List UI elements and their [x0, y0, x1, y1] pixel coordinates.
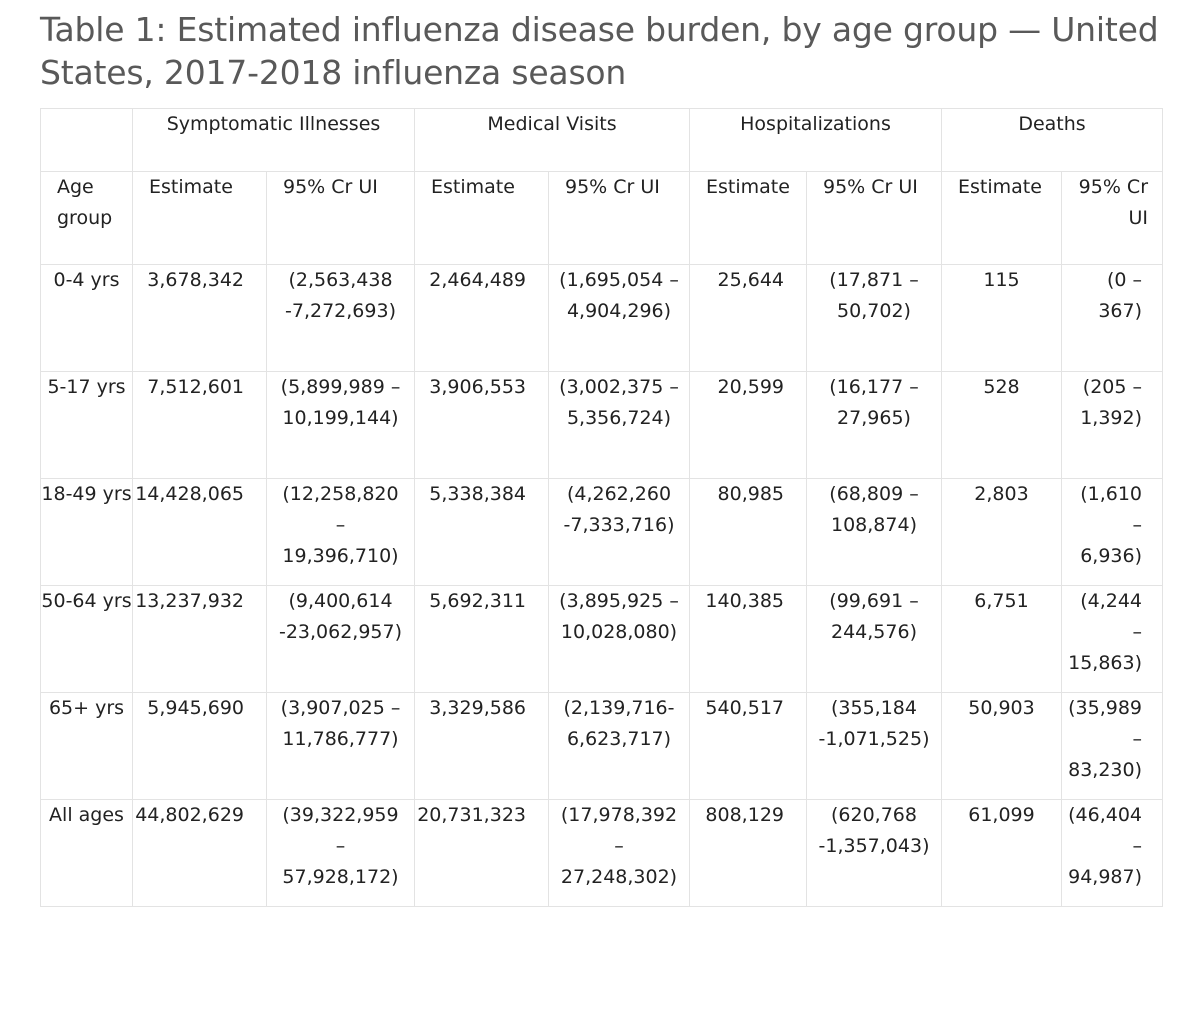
age-group-header: Age group	[40, 171, 133, 265]
hospital-ci-cell: (99,691 – 244,576)	[806, 585, 942, 693]
table-row: 65+ yrs 5,945,690 (3,907,025 – 11,786,77…	[40, 692, 1164, 800]
medical-estimate-cell: 3,906,553	[414, 371, 549, 479]
medical-estimate-cell: 5,692,311	[414, 585, 549, 693]
illness-ci-cell: (39,322,959 – 57,928,172)	[266, 799, 415, 907]
age-cell: 18-49 yrs	[40, 478, 133, 586]
illness-estimate-cell: 44,802,629	[132, 799, 267, 907]
empty-corner-cell	[40, 108, 133, 172]
illness-ci-cell: (5,899,989 – 10,199,144)	[266, 371, 415, 479]
age-cell: 5-17 yrs	[40, 371, 133, 479]
age-cell: All ages	[40, 799, 133, 907]
table-row: 0-4 yrs 3,678,342 (2,563,438 -7,272,693)…	[40, 264, 1164, 372]
group-header-symptomatic: Symptomatic Illnesses	[132, 108, 415, 172]
hospital-estimate-cell: 20,599	[689, 371, 807, 479]
table-row: 18-49 yrs 14,428,065 (12,258,820 – 19,39…	[40, 478, 1164, 586]
medical-ci-cell: (2,139,716-6,623,717)	[548, 692, 690, 800]
table-title: Table 1: Estimated influenza disease bur…	[40, 10, 1159, 92]
hospital-ci-cell: (620,768 -1,357,043)	[806, 799, 942, 907]
hospital-cr-ui-header: 95% Cr UI	[806, 171, 942, 265]
medical-ci-cell: (17,978,392 – 27,248,302)	[548, 799, 690, 907]
hospital-estimate-header: Estimate	[689, 171, 807, 265]
illness-ci-cell: (9,400,614 -23,062,957)	[266, 585, 415, 693]
table-row: 5-17 yrs 7,512,601 (5,899,989 – 10,199,1…	[40, 371, 1164, 479]
deaths-estimate-cell: 50,903	[941, 692, 1062, 800]
deaths-estimate-cell: 61,099	[941, 799, 1062, 907]
hospital-ci-cell: (17,871 – 50,702)	[806, 264, 942, 372]
table-row: 50-64 yrs 13,237,932 (9,400,614 -23,062,…	[40, 585, 1164, 693]
table-row: All ages 44,802,629 (39,322,959 – 57,928…	[40, 799, 1164, 907]
sub-header-row: Age group Estimate 95% Cr UI Estimate 95…	[40, 171, 1164, 265]
medical-ci-cell: (3,895,925 – 10,028,080)	[548, 585, 690, 693]
medical-ci-cell: (1,695,054 – 4,904,296)	[548, 264, 690, 372]
illness-estimate-cell: 14,428,065	[132, 478, 267, 586]
hospital-estimate-cell: 140,385	[689, 585, 807, 693]
medical-estimate-cell: 5,338,384	[414, 478, 549, 586]
group-header-deaths: Deaths	[940, 108, 1164, 172]
hospital-estimate-cell: 808,129	[689, 799, 807, 907]
deaths-ci-cell: (0 – 367)	[1060, 264, 1164, 372]
group-header-hospitalizations: Hospitalizations	[689, 108, 942, 172]
group-header-medical-visits: Medical Visits	[414, 108, 690, 172]
deaths-ci-cell: (4,244 – 15,863)	[1060, 585, 1164, 693]
deaths-estimate-cell: 115	[941, 264, 1062, 372]
hospital-ci-cell: (68,809 – 108,874)	[806, 478, 942, 586]
illness-ci-cell: (12,258,820 – 19,396,710)	[266, 478, 415, 586]
hospital-estimate-cell: 540,517	[689, 692, 807, 800]
medical-estimate-cell: 20,731,323	[414, 799, 549, 907]
illness-estimate-cell: 3,678,342	[132, 264, 267, 372]
illness-estimate-cell: 5,945,690	[132, 692, 267, 800]
deaths-estimate-header: Estimate	[941, 171, 1062, 265]
hospital-estimate-cell: 80,985	[689, 478, 807, 586]
illness-estimate-cell: 13,237,932	[132, 585, 267, 693]
age-cell: 0-4 yrs	[40, 264, 133, 372]
illness-ci-cell: (2,563,438 -7,272,693)	[266, 264, 415, 372]
illness-ci-cell: (3,907,025 – 11,786,777)	[266, 692, 415, 800]
hospital-ci-cell: (16,177 – 27,965)	[806, 371, 942, 479]
illness-cr-ui-header: 95% Cr UI	[266, 171, 415, 265]
deaths-ci-cell: (205 – 1,392)	[1060, 371, 1164, 479]
group-header-row: Symptomatic Illnesses Medical Visits Hos…	[40, 108, 1164, 172]
age-cell: 65+ yrs	[40, 692, 133, 800]
deaths-estimate-cell: 528	[941, 371, 1062, 479]
illness-estimate-header: Estimate	[132, 171, 267, 265]
medical-estimate-cell: 2,464,489	[414, 264, 549, 372]
medical-estimate-header: Estimate	[414, 171, 549, 265]
hospital-estimate-cell: 25,644	[689, 264, 807, 372]
hospital-ci-cell: (355,184 -1,071,525)	[806, 692, 942, 800]
deaths-estimate-cell: 6,751	[941, 585, 1062, 693]
deaths-ci-cell: (35,989 – 83,230)	[1060, 692, 1164, 800]
deaths-ci-cell: (46,404 – 94,987)	[1060, 799, 1164, 907]
medical-estimate-cell: 3,329,586	[414, 692, 549, 800]
medical-ci-cell: (3,002,375 – 5,356,724)	[548, 371, 690, 479]
disease-burden-table: Symptomatic Illnesses Medical Visits Hos…	[40, 108, 1164, 907]
medical-ci-cell: (4,262,260 -7,333,716)	[548, 478, 690, 586]
illness-estimate-cell: 7,512,601	[132, 371, 267, 479]
deaths-ci-cell: (1,610 – 6,936)	[1060, 478, 1164, 586]
age-cell: 50-64 yrs	[40, 585, 133, 693]
medical-cr-ui-header: 95% Cr UI	[548, 171, 690, 265]
deaths-estimate-cell: 2,803	[941, 478, 1062, 586]
deaths-cr-ui-header: 95% Cr UI	[1060, 171, 1164, 265]
